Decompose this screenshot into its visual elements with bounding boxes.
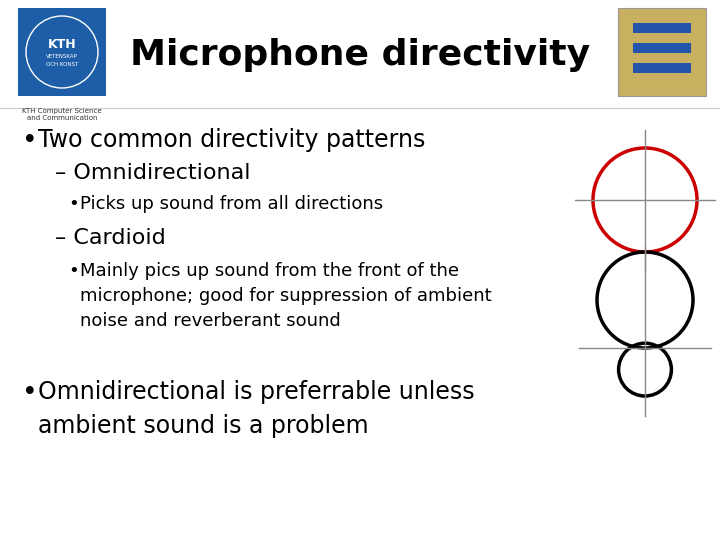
Bar [633, 23, 691, 33]
Bar [633, 43, 691, 53]
Text: •: • [68, 262, 78, 280]
Text: – Cardioid: – Cardioid [55, 228, 166, 248]
Text: KTH Computer Science
and Communication: KTH Computer Science and Communication [22, 108, 102, 122]
Text: •: • [22, 128, 37, 154]
Text: •: • [68, 195, 78, 213]
Text: OCH KONST: OCH KONST [46, 62, 78, 66]
Text: •: • [22, 380, 37, 406]
Bar [633, 63, 691, 73]
Text: VETENSKAP: VETENSKAP [46, 55, 78, 59]
Bar [618, 8, 706, 96]
Text: – Omnidirectional: – Omnidirectional [55, 163, 251, 183]
Text: Picks up sound from all directions: Picks up sound from all directions [80, 195, 383, 213]
Text: Two common directivity patterns: Two common directivity patterns [38, 128, 426, 152]
Text: Omnidirectional is preferrable unless
ambient sound is a problem: Omnidirectional is preferrable unless am… [38, 380, 474, 437]
Text: Microphone directivity: Microphone directivity [130, 38, 590, 72]
Text: KTH: KTH [48, 37, 76, 51]
Bar [18, 8, 106, 96]
Text: Mainly pics up sound from the front of the
microphone; good for suppression of a: Mainly pics up sound from the front of t… [80, 262, 492, 330]
